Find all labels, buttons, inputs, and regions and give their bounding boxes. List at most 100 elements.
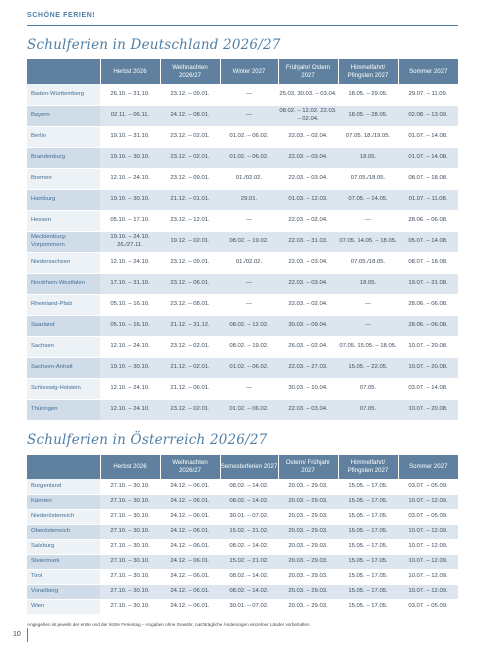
holiday-date-cell: 20.03. – 29.03. (278, 554, 338, 570)
holiday-date-cell: 20.03. – 29.03. (278, 539, 338, 555)
holiday-date-cell: 19.12. – 02.01. (160, 231, 220, 253)
holiday-date-cell: 05.10. – 16.10. (100, 315, 160, 337)
holiday-date-cell: 23.12. – 12.01. (160, 210, 220, 232)
state-name-cell: Berlin (27, 126, 100, 148)
holiday-date-cell: 19.10. – 30.10. (100, 147, 160, 169)
holiday-date-cell: 03.07. – 05.09. (398, 509, 458, 525)
holiday-date-cell: 25.03. 30.03. – 03.04. (278, 84, 338, 106)
holiday-date-cell: 17.10. – 31.10. (100, 273, 160, 295)
holiday-date-cell: 21.12. – 01.01. (160, 189, 220, 211)
holiday-date-cell: 21.12. – 02.01. (160, 357, 220, 379)
holiday-date-cell: 15.05. – 17.05. (338, 539, 398, 555)
holiday-date-cell: 22.03. – 03.04. (278, 147, 338, 169)
holiday-date-cell: 20.03. – 29.03. (278, 584, 338, 600)
table-row: Niedersachsen 12.10. – 24.10. 23.12. – 09.… (27, 252, 458, 274)
state-name-cell: Nordrhein-Westfalen (27, 273, 100, 295)
table-row: Steiermark 27.10. – 30.10. 24.12. – 06.01.… (27, 554, 458, 570)
holiday-date-cell: 07.05. 18./19.05. (338, 126, 398, 148)
state-name-cell: Sachsen-Anhalt (27, 357, 100, 379)
holiday-date-cell: 07.05./18.05. (338, 252, 398, 274)
column-header: Herbst 2026 (100, 455, 161, 479)
holiday-date-cell: 15.05. – 17.05. (338, 584, 398, 600)
state-name-cell: Vorarlberg (27, 584, 100, 600)
holiday-date-cell: 23.12. – 09.01. (160, 84, 220, 106)
germany-title: Schulferien in Deutschland 2026/27 (27, 37, 281, 53)
holiday-date-cell: 05.10. – 17.10. (100, 210, 160, 232)
holiday-date-cell: 08.02. – 12.02. (220, 315, 278, 337)
table-row: Schleswig-Holstein 12.10. – 24.10. 21.12. … (27, 378, 458, 400)
holiday-date-cell: — (338, 294, 398, 316)
holiday-date-cell: 20.03. – 29.03. (278, 599, 338, 615)
state-name-cell: Bayern (27, 105, 100, 127)
holiday-date-cell: 07.05. (338, 378, 398, 400)
column-header: Weihnachten 2026/27 (160, 59, 221, 84)
holiday-date-cell: 19.10. – 30.10. (100, 189, 160, 211)
holiday-date-cell: 29.07. – 11.09. (398, 84, 458, 106)
holiday-date-cell: 27.10. – 30.10. (100, 509, 160, 525)
table-row: Thüringen 12.10. – 24.10. 23.12. – 02.01. 0… (27, 399, 458, 421)
holiday-date-cell: 15.05. – 17.05. (338, 494, 398, 510)
holiday-date-cell: 07.05. 15.05. – 18.05. (338, 336, 398, 358)
table-row: Baden-Württemberg 26.10. – 31.10. 23.12. –… (27, 84, 458, 106)
holiday-date-cell: 23.12. – 06.01. (160, 273, 220, 295)
holiday-date-cell: 05.10. – 16.10. (100, 294, 160, 316)
table-row: Vorarlberg 27.10. – 30.10. 24.12. – 06.01.… (27, 584, 458, 600)
state-name-cell: Bremen (27, 168, 100, 190)
table-row: Rheinland-Pfalz 05.10. – 16.10. 23.12. – 0… (27, 294, 458, 316)
austria-holiday-table: Herbst 2026 Weihnachten 2026/27 Semesterfe… (27, 455, 458, 615)
state-name-cell: Steiermark (27, 554, 100, 570)
holiday-date-cell: 23.12. – 09.01. (160, 252, 220, 274)
holiday-date-cell: 23.12. – 02.01. (160, 399, 220, 421)
holiday-date-cell: 10.07. – 20.08. (398, 336, 458, 358)
holiday-date-cell: 18.05. (338, 147, 398, 169)
holiday-date-cell: 24.12. – 06.01. (160, 554, 220, 570)
column-header: Sommer 2027 (398, 455, 458, 479)
state-name-cell: Tirol (27, 569, 100, 585)
holiday-date-cell: — (220, 84, 278, 106)
column-header: Herbst 2026 (100, 59, 161, 84)
column-header: Ostern/ Frühjahr 2027 (278, 455, 339, 479)
column-header: Sommer 2027 (398, 59, 458, 84)
holiday-date-cell: 24.12. – 06.01. (160, 479, 220, 495)
holiday-date-cell: 12.10. – 24.10. (100, 252, 160, 274)
holiday-date-cell: 22.03. – 03.04. (278, 399, 338, 421)
holiday-date-cell: 02.08. – 13.09. (398, 105, 458, 127)
holiday-date-cell: 05.07. – 14.08. (398, 231, 458, 253)
holiday-date-cell: 27.10. – 30.10. (100, 494, 160, 510)
holiday-date-cell: 02.11. – 06.11. (100, 105, 160, 127)
state-name-cell: Oberösterreich (27, 524, 100, 540)
holiday-date-cell: 27.10. – 30.10. (100, 479, 160, 495)
holiday-date-cell: 23.12. – 02.01. (160, 336, 220, 358)
holiday-date-cell: 01./02.02. (220, 168, 278, 190)
holiday-date-cell: 08.02. – 14.02. (220, 584, 278, 600)
holiday-date-cell: 20.03. – 29.03. (278, 494, 338, 510)
holiday-date-cell: — (338, 315, 398, 337)
holiday-date-cell: — (338, 210, 398, 232)
holiday-date-cell: 03.07. – 05.09. (398, 479, 458, 495)
austria-title: Schulferien in Österreich 2026/27 (27, 432, 268, 448)
holiday-date-cell: 15.05. – 17.05. (338, 509, 398, 525)
holiday-date-cell: 30.01. – 07.02. (220, 599, 278, 615)
holiday-date-cell: 21.12. – 31.12. (160, 315, 220, 337)
holiday-date-cell: 24.12. – 06.01. (160, 599, 220, 615)
holiday-date-cell: 27.10. – 30.10. (100, 524, 160, 540)
holiday-date-cell: 18.05. – 28.05. (338, 105, 398, 127)
holiday-date-cell: 22.03. – 03.04. (278, 273, 338, 295)
holiday-date-cell: 12.10. – 24.10. (100, 336, 160, 358)
holiday-date-cell: 29.01. (220, 189, 278, 211)
holiday-date-cell: 08.07. – 18.08. (398, 168, 458, 190)
holiday-date-cell: 27.10. – 30.10. (100, 584, 160, 600)
holiday-date-cell: — (220, 378, 278, 400)
holiday-date-cell: 26.10. – 31.10. (100, 84, 160, 106)
holiday-date-cell: 23.12. – 02.01. (160, 126, 220, 148)
holiday-date-cell: 01.03. – 12.03. (278, 189, 338, 211)
table-row: Nordrhein-Westfalen 17.10. – 31.10. 23.12.… (27, 273, 458, 295)
holiday-date-cell: 10.07. – 12.09. (398, 494, 458, 510)
holiday-date-cell: 07.05. – 14.05. (338, 189, 398, 211)
holiday-date-cell: 18.05. (338, 273, 398, 295)
holiday-date-cell: 10.07. – 12.09. (398, 539, 458, 555)
holiday-date-cell: 22.03. – 31.03. (278, 231, 338, 253)
table-row: Bremen 12.10. – 24.10. 23.12. – 09.01. 01./… (27, 168, 458, 190)
holiday-date-cell: 24.12. – 06.01. (160, 494, 220, 510)
state-name-cell: Mecklenburg-Vorpommern (27, 231, 100, 253)
